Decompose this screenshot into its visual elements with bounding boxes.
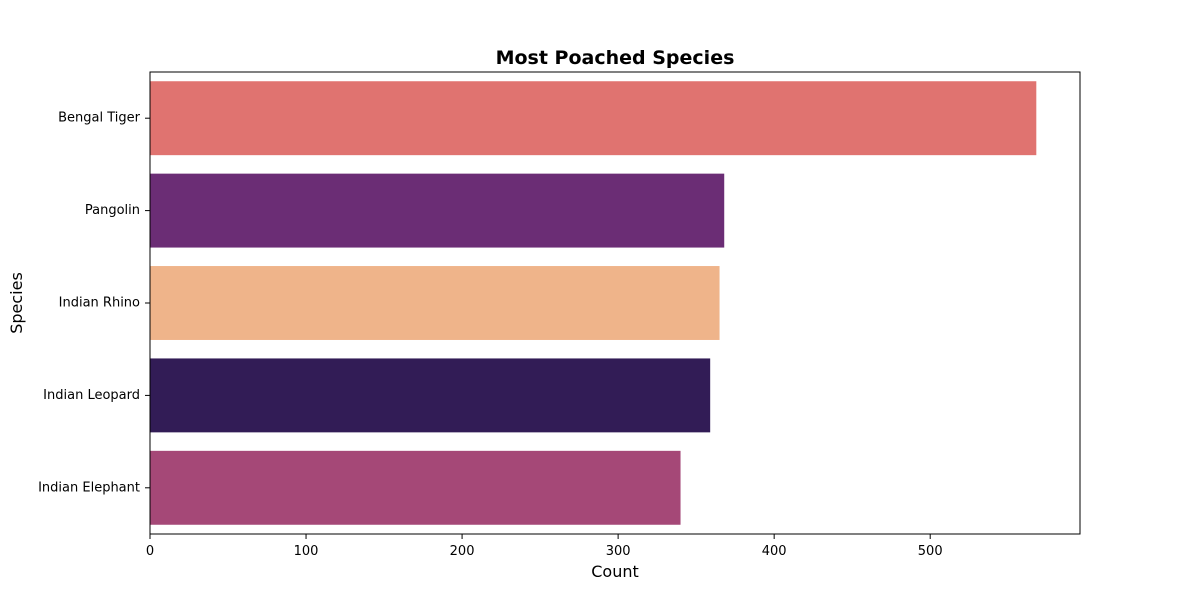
- x-tick-label: 300: [606, 544, 631, 559]
- x-axis-title: Count: [591, 562, 639, 581]
- y-tick-label: Indian Leopard: [43, 388, 140, 403]
- bar-indian-elephant: [150, 450, 681, 525]
- y-tick-label: Pangolin: [85, 203, 140, 218]
- chart-title: Most Poached Species: [496, 47, 735, 69]
- x-tick-label: 200: [450, 544, 475, 559]
- x-tick-label: 0: [146, 544, 154, 559]
- bar-indian-rhino: [150, 266, 720, 340]
- bar-pangolin: [150, 173, 725, 248]
- y-tick-label: Bengal Tiger: [58, 111, 141, 126]
- x-tick-label: 500: [918, 544, 943, 559]
- y-tick-label: Indian Rhino: [59, 296, 140, 311]
- x-axis: 0 100 200 300 400 500: [146, 534, 943, 559]
- y-tick-label: Indian Elephant: [38, 480, 140, 495]
- y-axis-title: Species: [7, 272, 26, 334]
- bars-group: [150, 81, 1037, 525]
- x-tick-label: 100: [294, 544, 319, 559]
- bar-indian-leopard: [150, 358, 711, 433]
- x-tick-label: 400: [762, 544, 787, 559]
- bar-bengal-tiger: [150, 81, 1037, 156]
- y-axis: Bengal Tiger Pangolin Indian Rhino Indian L…: [38, 111, 150, 495]
